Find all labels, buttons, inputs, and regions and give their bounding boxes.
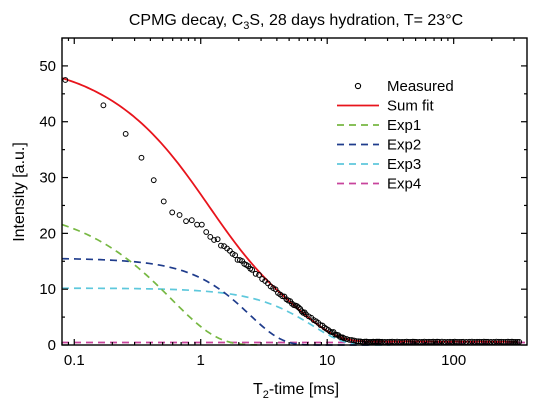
chart-title: CPMG decay, C3S, 28 days hydration, T= 2… xyxy=(129,12,463,32)
measured-point xyxy=(466,338,473,345)
measured-point xyxy=(355,338,362,345)
measured-point xyxy=(485,338,491,345)
y-tick-label: 10 xyxy=(39,281,56,298)
measured-point xyxy=(295,304,302,311)
x-tick-label: 10 xyxy=(319,352,336,369)
x-tick-label: 100 xyxy=(441,352,466,369)
measured-point xyxy=(481,338,487,345)
y-tick-label: 0 xyxy=(48,337,56,354)
x-tick-label: 0.1 xyxy=(64,352,85,369)
x-tick-label: 1 xyxy=(197,352,205,369)
legend-label: Exp1 xyxy=(387,117,421,134)
x-axis-title-part-2: -time [ms] xyxy=(269,381,339,398)
x-axis-title-part-1: T xyxy=(253,381,263,398)
legend-item-exp3: Exp3 xyxy=(337,156,421,173)
measured-point xyxy=(505,338,511,345)
measured-point xyxy=(298,308,305,315)
y-axis: 0 10 20 30 40 50 xyxy=(39,58,527,354)
measured-point xyxy=(410,338,416,345)
series-line-exp1 xyxy=(61,223,260,346)
legend: Measured Sum fit Exp1 Exp2 Exp3 Exp4 xyxy=(337,78,454,193)
legend-label: Exp4 xyxy=(387,176,421,193)
measured-point xyxy=(341,335,347,342)
x-axis-title: T2-time [ms] xyxy=(253,381,339,401)
legend-item-measured: Measured xyxy=(354,78,454,95)
measured-point xyxy=(138,154,145,161)
legend-item-exp4: Exp4 xyxy=(337,176,421,193)
measured-point xyxy=(430,338,437,345)
measured-point xyxy=(454,338,460,345)
legend-item-exp2: Exp2 xyxy=(337,137,421,154)
x-axis-title-subscript: 2 xyxy=(263,389,269,401)
legend-item-exp1: Exp1 xyxy=(337,117,421,134)
legend-label: Exp3 xyxy=(387,156,421,173)
measured-point xyxy=(456,338,463,345)
chart-title-part-1: CPMG decay, C xyxy=(129,12,243,29)
measured-point xyxy=(512,338,519,345)
measured-point xyxy=(150,177,157,184)
x-axis: 0.1 1 10 100 xyxy=(61,38,515,369)
chart-title-subscript: 3 xyxy=(243,20,249,32)
measured-point xyxy=(207,233,214,240)
measured-point xyxy=(426,338,432,345)
measured-point xyxy=(361,338,368,345)
measured-point xyxy=(256,272,262,278)
measured-point xyxy=(183,218,189,225)
y-tick-label: 20 xyxy=(39,225,56,242)
measured-point xyxy=(514,338,521,345)
legend-label: Measured xyxy=(387,78,454,95)
measured-point xyxy=(218,242,224,249)
measured-point xyxy=(232,252,239,259)
y-tick-label: 40 xyxy=(39,114,56,131)
measured-point xyxy=(122,131,129,137)
measured-point xyxy=(100,102,107,109)
measured-point xyxy=(194,221,200,228)
legend-label: Sum fit xyxy=(387,98,435,115)
measured-point xyxy=(198,221,205,228)
measured-point xyxy=(279,293,286,300)
measured-point xyxy=(203,229,210,235)
measured-point xyxy=(176,212,183,218)
legend-item-sum-fit: Sum fit xyxy=(337,98,435,115)
measured-point xyxy=(249,266,256,273)
measured-point xyxy=(160,198,167,205)
plot-frame xyxy=(61,37,528,346)
measured-point xyxy=(460,338,467,345)
chart-title-part-2: S, 28 days hydration, T= 23°C xyxy=(249,12,463,29)
measured-point xyxy=(211,237,217,243)
measured-point xyxy=(188,217,195,224)
legend-marker xyxy=(354,82,362,90)
measured-point xyxy=(252,270,259,277)
y-axis-title: Intensity [a.u.] xyxy=(11,142,28,242)
y-tick-label: 30 xyxy=(39,170,56,187)
y-tick-label: 50 xyxy=(39,58,56,75)
measured-point xyxy=(436,338,442,345)
series-line-exp3 xyxy=(62,287,391,346)
measured-point xyxy=(507,338,513,345)
legend-label: Exp2 xyxy=(387,137,421,154)
measured-point xyxy=(214,236,221,243)
measured-point xyxy=(62,77,69,83)
measured-point xyxy=(353,338,360,345)
measured-point xyxy=(403,338,410,345)
measured-point xyxy=(169,209,176,216)
